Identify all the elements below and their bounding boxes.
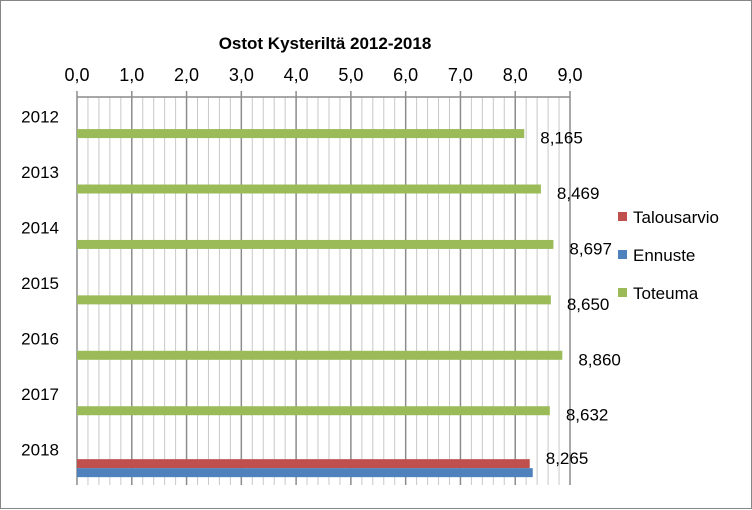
category-label: 2018 [21,440,59,459]
data-label: 8,650 [567,295,610,314]
x-axis-ticks: 0,0 1,0 2,0 3,0 4,0 5,0 6,0 7,0 8,0 9,0 [64,65,582,85]
bar-toteuma-2016 [77,350,563,360]
data-label: 8,632 [566,406,609,425]
data-label: 8,697 [569,239,612,258]
category-label: 2015 [21,274,59,293]
chart-title: Ostot Kysteriltä 2012-2018 [219,34,432,53]
data-label: 8,165 [540,129,583,148]
bars [77,129,563,478]
bar-toteuma-2013 [77,184,541,194]
bar-toteuma-2012 [77,129,525,139]
bar-toteuma-2014 [77,239,554,249]
x-tick-label: 7,0 [448,65,473,85]
x-tick-label: 4,0 [284,65,309,85]
data-label: 8,265 [546,449,589,468]
category-label: 2016 [21,329,59,348]
legend-label: Toteuma [633,284,699,303]
bar-toteuma-2015 [77,295,551,305]
data-label: 8,860 [578,350,621,369]
category-labels: 2012 2013 2014 2015 2016 2017 2018 [21,108,59,460]
x-tick-label: 9,0 [557,65,582,85]
x-tick-label: 6,0 [393,65,418,85]
category-label: 2014 [21,219,59,238]
x-tick-label: 0,0 [64,65,89,85]
x-tick-label: 5,0 [338,65,363,85]
bar-talousarvio-2018 [77,459,530,469]
legend-swatch [618,212,627,221]
legend-label: Ennuste [633,246,695,265]
legend: Talousarvio Ennuste Toteuma [618,208,719,303]
x-tick-label: 2,0 [174,65,199,85]
bar-toteuma-2017 [77,406,550,416]
category-label: 2017 [21,385,59,404]
category-label: 2013 [21,163,59,182]
category-label: 2012 [21,108,59,127]
x-tick-label: 8,0 [503,65,528,85]
gridlines [76,91,571,485]
x-tick-label: 1,0 [119,65,144,85]
legend-label: Talousarvio [633,208,719,227]
data-label: 8,469 [557,184,600,203]
data-labels: 8,165 8,469 8,697 8,650 8,860 8,632 8,265 [540,129,621,469]
bar-ennuste-2018 [77,468,533,478]
legend-swatch [618,288,627,297]
legend-swatch [618,250,627,259]
x-tick-label: 3,0 [229,65,254,85]
